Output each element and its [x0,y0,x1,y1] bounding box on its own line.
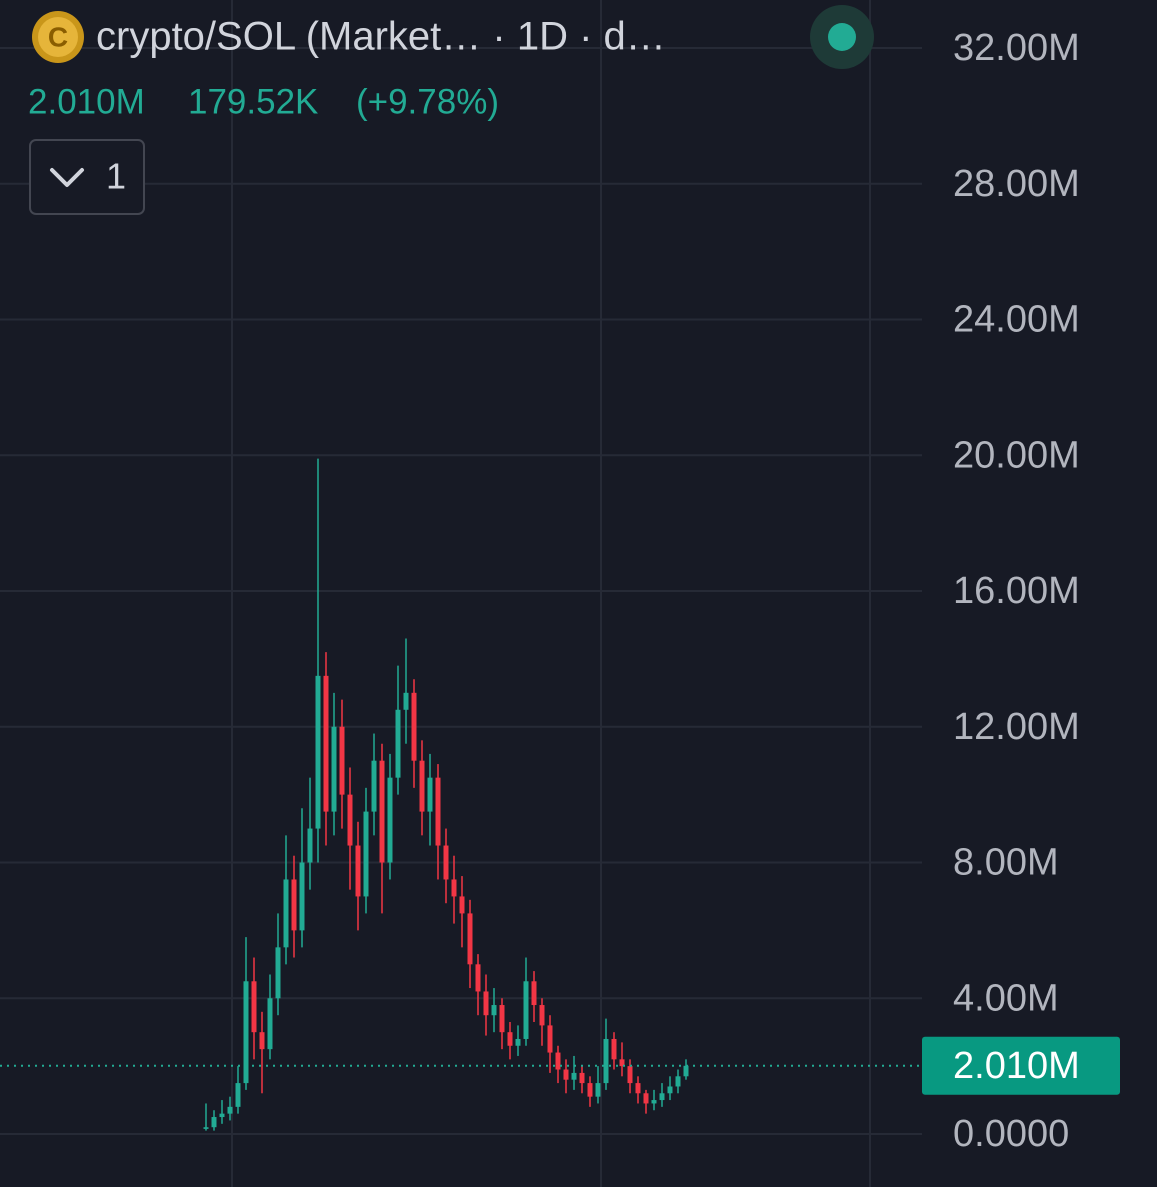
legend-header: C crypto/SOL (Market… · 1D · d… 2.010M 1… [28,5,874,215]
coin-icon-inner [38,17,78,57]
candle-body [651,1100,657,1104]
candle-body [451,879,457,897]
candle-body [667,1086,673,1094]
candle-body [619,1059,625,1067]
candle-body [643,1093,649,1104]
candle-body [283,879,289,948]
change: 179.52K [188,82,318,121]
candle-body [243,981,249,1084]
candle-body [227,1106,233,1114]
candle-body [411,692,417,761]
candle-body [211,1117,217,1128]
y-tick-label: 0.0000 [953,1113,1069,1155]
candle-body [483,991,489,1016]
candle-body [515,1038,521,1046]
candle-body [379,760,385,863]
candles [0,458,922,1131]
grid [0,47,922,1135]
indicator-count: 1 [106,156,126,197]
price: 2.010M [28,82,145,121]
candle-body [331,726,337,812]
candle-body [267,998,273,1050]
y-tick-label: 4.00M [953,977,1059,1019]
candle-body [459,896,465,914]
candle-body [203,1127,209,1129]
candle-body [355,845,361,897]
candle-body [403,692,409,710]
candle-body [547,1025,553,1053]
indicators-button[interactable]: 1 [29,139,145,215]
candle-body [579,1072,585,1084]
candle-body [299,862,305,931]
coin-icon-glyph: C [48,21,68,52]
y-tick-label: 20.00M [953,434,1080,476]
y-tick-label: 8.00M [953,842,1059,884]
candle-body [603,1038,609,1084]
candle-body [491,1005,497,1016]
candle-body [563,1069,569,1080]
candle-body [467,913,473,965]
candle-body [611,1038,617,1060]
candle-body [523,981,529,1039]
vertical-grid [231,0,871,1187]
candle-body [627,1066,633,1084]
last-price-label: 2.010M [953,1045,1080,1087]
candle-body [659,1093,665,1101]
candle-body [235,1083,241,1107]
candle-body [371,760,377,812]
candle-body [571,1072,577,1080]
candle-body [275,947,281,999]
change-percent: (+9.78%) [356,82,499,121]
candle-body [443,845,449,880]
candle-body [531,981,537,1006]
candle-body [315,675,321,829]
candle-body [435,777,441,846]
chevron-icon [50,168,84,187]
candle-body [251,981,257,1033]
candle-body [635,1083,641,1094]
candle-body [587,1083,593,1097]
candle-body [395,709,401,778]
y-tick-label: 16.00M [953,570,1080,612]
candle-body [595,1083,601,1097]
candle-body [307,828,313,863]
y-axis: 0.0000 4.00M 8.00M 12.00M 16.00M 20.00M 24.00M… [922,27,1120,1155]
candle-body [555,1052,561,1070]
candle-body [347,794,353,846]
candle-body [339,726,345,795]
candle-body [219,1113,225,1118]
button-frame[interactable] [29,139,145,215]
candle-body [499,1005,505,1033]
candle-body [363,811,369,897]
candle-body [259,1032,265,1050]
y-tick-label: 28.00M [953,163,1080,205]
candle-body [507,1032,513,1046]
candle-body [291,879,297,931]
y-tick-label: 32.00M [953,27,1080,69]
status-dot [828,23,856,51]
candle-body [419,760,425,812]
candle-body [387,777,393,863]
candle-body [427,777,433,812]
y-tick-label: 12.00M [953,706,1080,748]
candle-body [475,964,481,992]
y-tick-label: 24.00M [953,299,1080,341]
candle-body [683,1065,689,1077]
last-price-tag [922,1036,1120,1095]
symbol-title: crypto/SOL (Market… · 1D · d… [96,15,666,59]
candle-body [323,675,329,812]
candle-body [539,1005,545,1026]
candle-body [675,1076,681,1087]
